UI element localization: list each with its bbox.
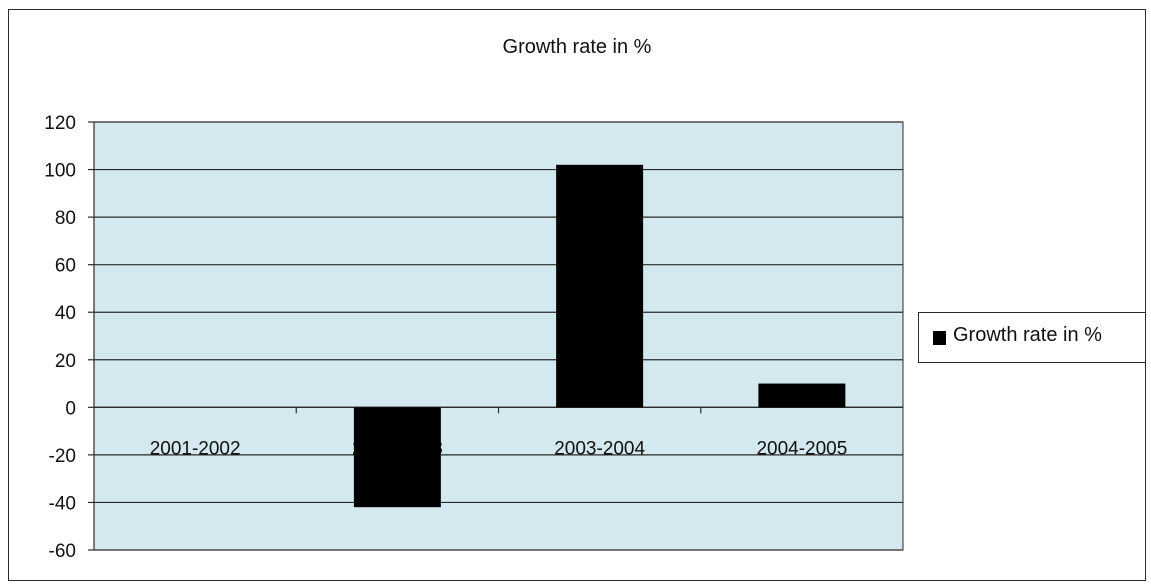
bar (353, 407, 441, 508)
y-tick-label: 0 (65, 398, 76, 419)
y-tick-label: -40 (49, 493, 76, 514)
y-tick-label: 20 (55, 351, 76, 372)
y-tick-label: 40 (55, 303, 76, 324)
chart-title: Growth rate in % (502, 36, 652, 58)
y-tick-label: -60 (49, 541, 76, 562)
legend-label: Growth rate in % (953, 324, 1102, 346)
plot-area (93, 121, 904, 551)
y-tick-label: 60 (55, 256, 76, 277)
x-category-label: 2004-2005 (756, 438, 847, 459)
y-tick-label: 100 (44, 161, 76, 182)
y-tick-label: -20 (49, 446, 76, 467)
y-tick-label: 80 (55, 208, 76, 229)
x-category-label: 2003-2004 (554, 438, 645, 459)
legend-swatch (933, 331, 946, 345)
y-tick-label: 120 (44, 113, 76, 134)
bar (758, 383, 846, 408)
bar (556, 164, 644, 408)
x-category-label: 2001-2002 (150, 438, 241, 459)
legend: Growth rate in % (918, 312, 1146, 363)
